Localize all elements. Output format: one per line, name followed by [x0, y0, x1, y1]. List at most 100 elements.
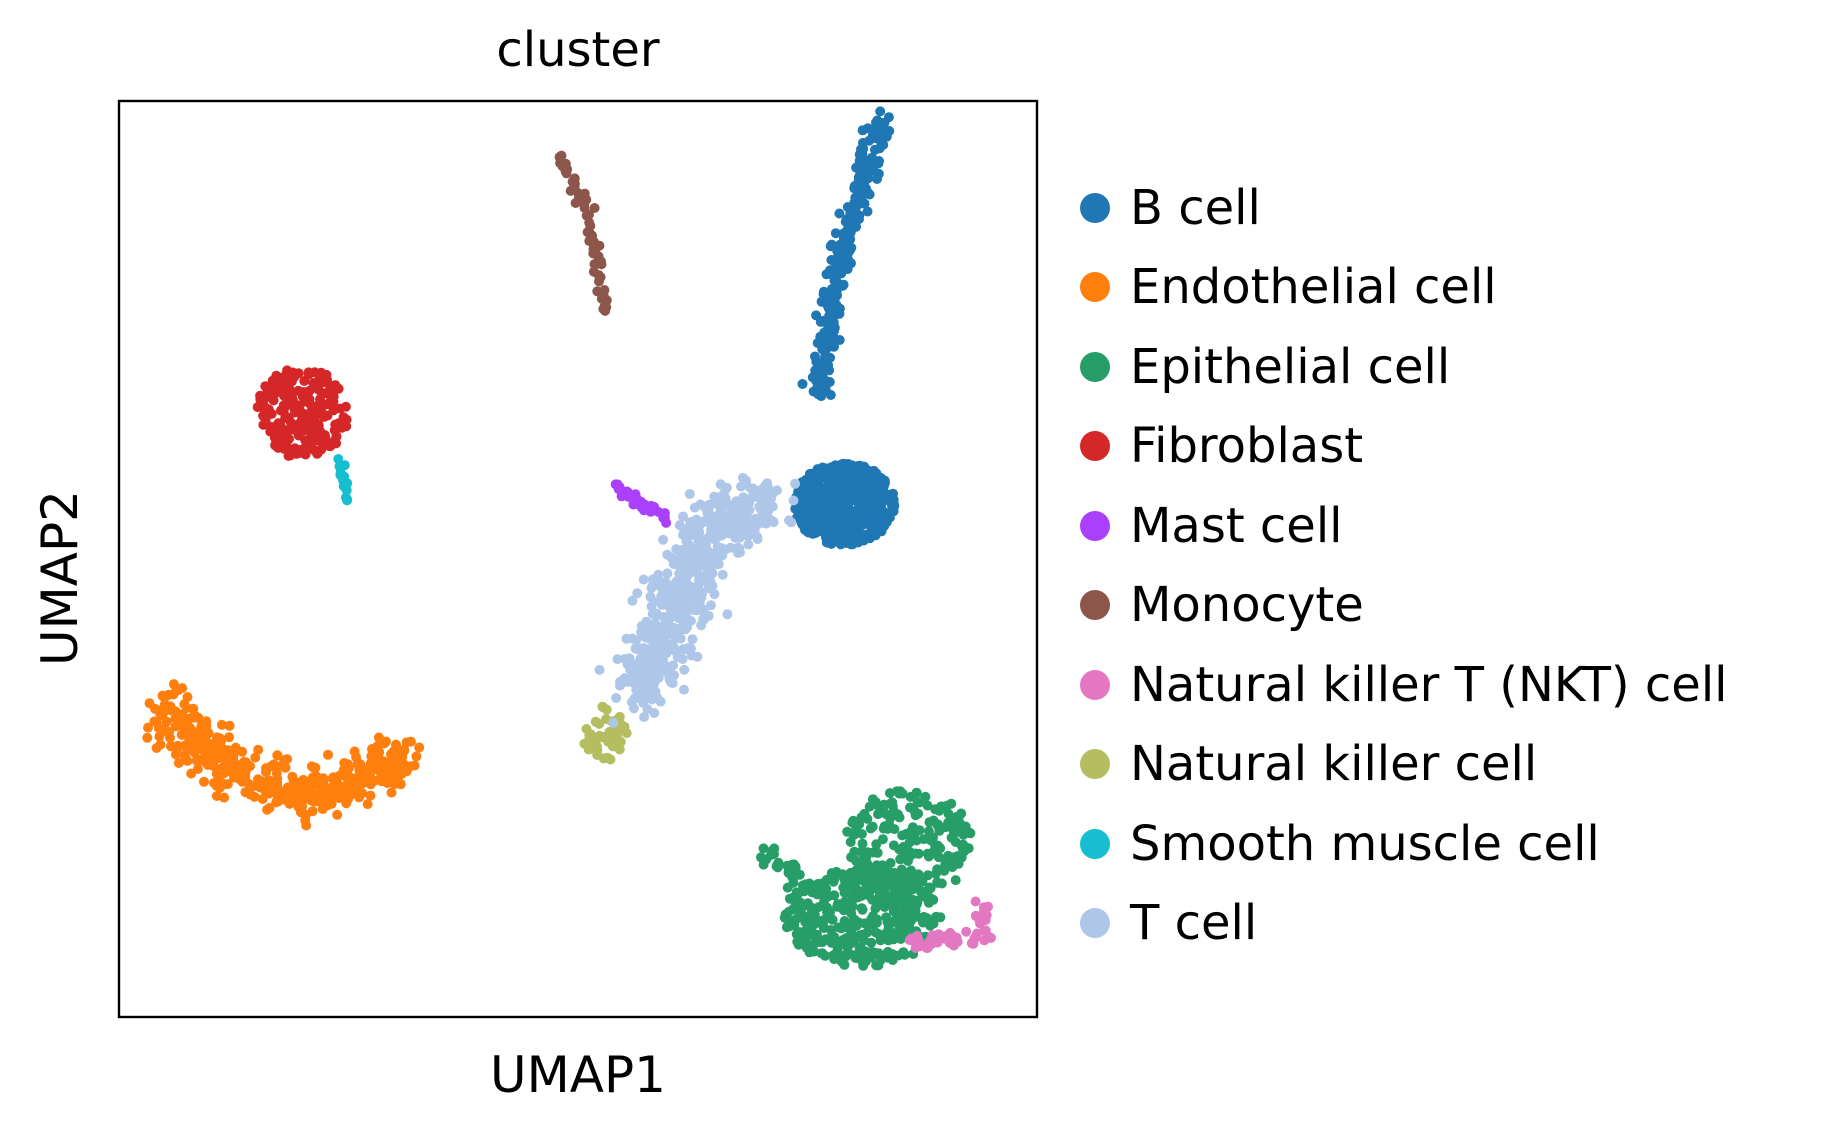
data-point: [820, 329, 831, 340]
data-point: [341, 493, 352, 504]
data-point: [600, 305, 611, 316]
y-axis-label: UMAP2: [31, 490, 89, 666]
data-point: [377, 768, 388, 778]
data-point: [825, 241, 836, 252]
data-point: [814, 372, 825, 382]
data-point: [633, 497, 644, 508]
data-point: [876, 872, 887, 883]
data-point: [830, 228, 841, 239]
data-point: [946, 798, 957, 809]
data-point: [224, 748, 235, 759]
data-point: [627, 595, 638, 606]
data-point: [281, 369, 292, 380]
data-point: [642, 664, 653, 675]
data-point: [583, 227, 594, 238]
data-point: [837, 511, 848, 522]
data-point: [855, 474, 866, 485]
data-point: [667, 678, 678, 689]
data-point: [659, 577, 670, 588]
data-point: [693, 522, 703, 533]
data-point: [867, 485, 878, 496]
data-point: [688, 591, 699, 602]
legend-item: T cell: [1080, 884, 1728, 964]
data-point: [581, 724, 592, 734]
data-point: [322, 800, 333, 811]
data-point: [818, 923, 829, 934]
data-point: [922, 848, 933, 859]
data-point: [252, 402, 263, 413]
data-point: [658, 589, 669, 600]
data-point: [928, 930, 939, 941]
data-point: [834, 335, 845, 345]
data-point: [747, 483, 758, 494]
data-point: [795, 897, 806, 908]
data-point: [790, 478, 801, 489]
data-point: [888, 497, 899, 508]
data-point: [796, 910, 807, 921]
data-point: [373, 732, 384, 743]
data-point: [343, 794, 353, 805]
data-point: [313, 419, 324, 430]
data-point: [857, 929, 867, 940]
data-point: [879, 117, 890, 128]
data-point: [598, 753, 609, 764]
data-point: [855, 186, 866, 197]
data-point: [709, 589, 720, 600]
data-point: [847, 539, 858, 550]
data-point: [339, 785, 350, 796]
data-point: [639, 712, 650, 722]
data-point: [914, 936, 925, 946]
data-point: [151, 743, 162, 753]
data-point: [859, 808, 870, 819]
data-point: [721, 482, 732, 493]
data-point: [240, 787, 251, 798]
data-point: [831, 534, 842, 545]
data-point: [882, 892, 893, 902]
data-point: [220, 763, 231, 774]
data-point: [859, 918, 870, 929]
data-point: [739, 494, 750, 505]
data-point: [859, 946, 870, 957]
data-point: [590, 736, 601, 747]
data-point: [567, 176, 578, 187]
data-point: [409, 760, 420, 771]
data-point: [698, 614, 709, 624]
data-point: [414, 742, 425, 753]
data-point: [695, 499, 706, 510]
data-point: [685, 615, 696, 626]
data-point: [848, 936, 859, 947]
data-point: [891, 886, 902, 897]
data-point: [318, 782, 329, 793]
data-point: [812, 382, 823, 393]
data-point: [917, 890, 928, 901]
data-point: [165, 732, 175, 743]
data-point: [179, 750, 190, 761]
data-point: [588, 241, 599, 252]
chart-title: cluster: [496, 22, 660, 78]
data-point: [884, 819, 895, 830]
data-point: [351, 752, 362, 763]
data-point: [801, 492, 812, 503]
data-point: [597, 701, 608, 712]
data-point: [612, 479, 623, 490]
data-point: [837, 280, 848, 291]
data-point: [802, 898, 813, 909]
data-point: [824, 495, 835, 506]
data-point: [330, 790, 341, 800]
data-point: [168, 689, 179, 700]
data-point: [280, 786, 291, 797]
data-point: [657, 627, 668, 637]
data-point: [329, 435, 340, 446]
data-point: [674, 624, 685, 635]
data-point: [843, 224, 853, 235]
data-point: [284, 433, 294, 444]
data-point: [810, 351, 820, 362]
legend-marker: [1080, 908, 1110, 939]
data-point: [662, 568, 673, 579]
data-point: [983, 901, 993, 912]
data-point: [713, 559, 724, 570]
data-point: [592, 258, 603, 269]
legend-label: Smooth muscle cell: [1130, 815, 1600, 872]
data-point: [854, 214, 864, 225]
data-point: [832, 464, 843, 475]
